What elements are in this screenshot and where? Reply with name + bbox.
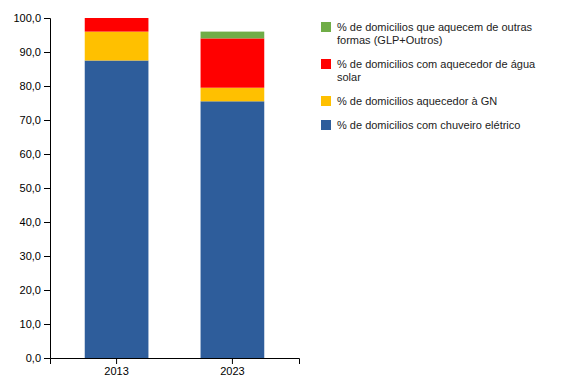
tick-label: 20,0 xyxy=(20,284,41,296)
tick-label: 80,0 xyxy=(20,80,41,92)
bar-series xyxy=(85,18,265,88)
tick-mark xyxy=(44,86,50,87)
tick-label: 40,0 xyxy=(20,216,41,228)
legend-label: % de domicilios aquecedor à GN xyxy=(337,95,497,107)
tick: 70,0 xyxy=(20,114,50,126)
tick-label: 100,0 xyxy=(13,12,41,24)
tick-label: 2013 xyxy=(104,365,128,377)
tick-label: 0,0 xyxy=(26,352,41,364)
bar-series xyxy=(85,32,265,102)
tick-label: 50,0 xyxy=(20,182,41,194)
tick: 10,0 xyxy=(20,318,50,330)
tick-mark xyxy=(44,18,50,19)
tick: 2013 xyxy=(104,358,128,377)
tick-label: 70,0 xyxy=(20,114,41,126)
tick: 0,0 xyxy=(26,352,50,364)
tick-label: 60,0 xyxy=(20,148,41,160)
bar-segment xyxy=(85,18,149,19)
tick: 20,0 xyxy=(20,284,50,296)
tick: 40,0 xyxy=(20,216,50,228)
bar-segment xyxy=(201,38,265,87)
tick-mark xyxy=(44,256,50,257)
tick-mark xyxy=(44,154,50,155)
tick-mark xyxy=(44,120,50,121)
tick-label: 10,0 xyxy=(20,318,41,330)
legend-swatch xyxy=(321,96,331,106)
legend-swatch xyxy=(321,59,331,69)
legend-label: % de domicilios com chuveiro elétrico xyxy=(337,119,520,131)
bars xyxy=(85,18,265,358)
chart: 0,0 10,0 20,0 30,0 40,0 50,0 60,0 70,0 80,0 90,0 1… xyxy=(0,0,579,390)
tick-mark xyxy=(44,52,50,53)
legend: % de domicilios que aquecem de outrasfor… xyxy=(321,21,536,131)
tick: 80,0 xyxy=(20,80,50,92)
tick-label: 30,0 xyxy=(20,250,41,262)
legend-swatch xyxy=(321,120,331,130)
legend-swatch xyxy=(321,22,331,32)
legend-item: % de domicilios com aquecedor de águasol… xyxy=(321,58,536,83)
y-axis: 0,0 10,0 20,0 30,0 40,0 50,0 60,0 70,0 80,0 90,0 1… xyxy=(13,12,50,364)
tick-mark xyxy=(116,358,117,364)
tick: 50,0 xyxy=(20,182,50,194)
tick-mark xyxy=(232,358,233,364)
bar-segment xyxy=(201,101,265,358)
tick: 100,0 xyxy=(13,12,50,24)
axis-domain xyxy=(51,359,300,365)
tick: 60,0 xyxy=(20,148,50,160)
bar-segment xyxy=(85,32,149,61)
bar-segment xyxy=(85,18,149,32)
bar-series xyxy=(201,32,265,39)
tick-mark xyxy=(44,358,50,359)
tick-label: 2023 xyxy=(220,365,244,377)
tick-mark xyxy=(44,188,50,189)
legend-label: % de domicilios com aquecedor de águasol… xyxy=(337,58,536,83)
bar-segment xyxy=(201,32,265,39)
tick-mark xyxy=(44,222,50,223)
bar-segment xyxy=(85,61,149,359)
legend-item: % de domicilios que aquecem de outrasfor… xyxy=(321,21,533,46)
tick-mark xyxy=(44,324,50,325)
tick-mark xyxy=(44,290,50,291)
tick: 90,0 xyxy=(20,46,50,58)
bar-series xyxy=(85,61,265,359)
legend-item: % de domicilios aquecedor à GN xyxy=(321,95,497,107)
tick-label: 90,0 xyxy=(20,46,41,58)
tick: 30,0 xyxy=(20,250,50,262)
legend-item: % de domicilios com chuveiro elétrico xyxy=(321,119,520,131)
tick: 2023 xyxy=(220,358,244,377)
axis-domain xyxy=(44,19,51,359)
legend-label: % de domicilios que aquecem de outrasfor… xyxy=(337,21,533,46)
plot: 0,0 10,0 20,0 30,0 40,0 50,0 60,0 70,0 80,0 90,0 1… xyxy=(13,12,299,377)
bar-segment xyxy=(201,88,265,102)
x-axis: 2013 2023 xyxy=(51,358,300,377)
